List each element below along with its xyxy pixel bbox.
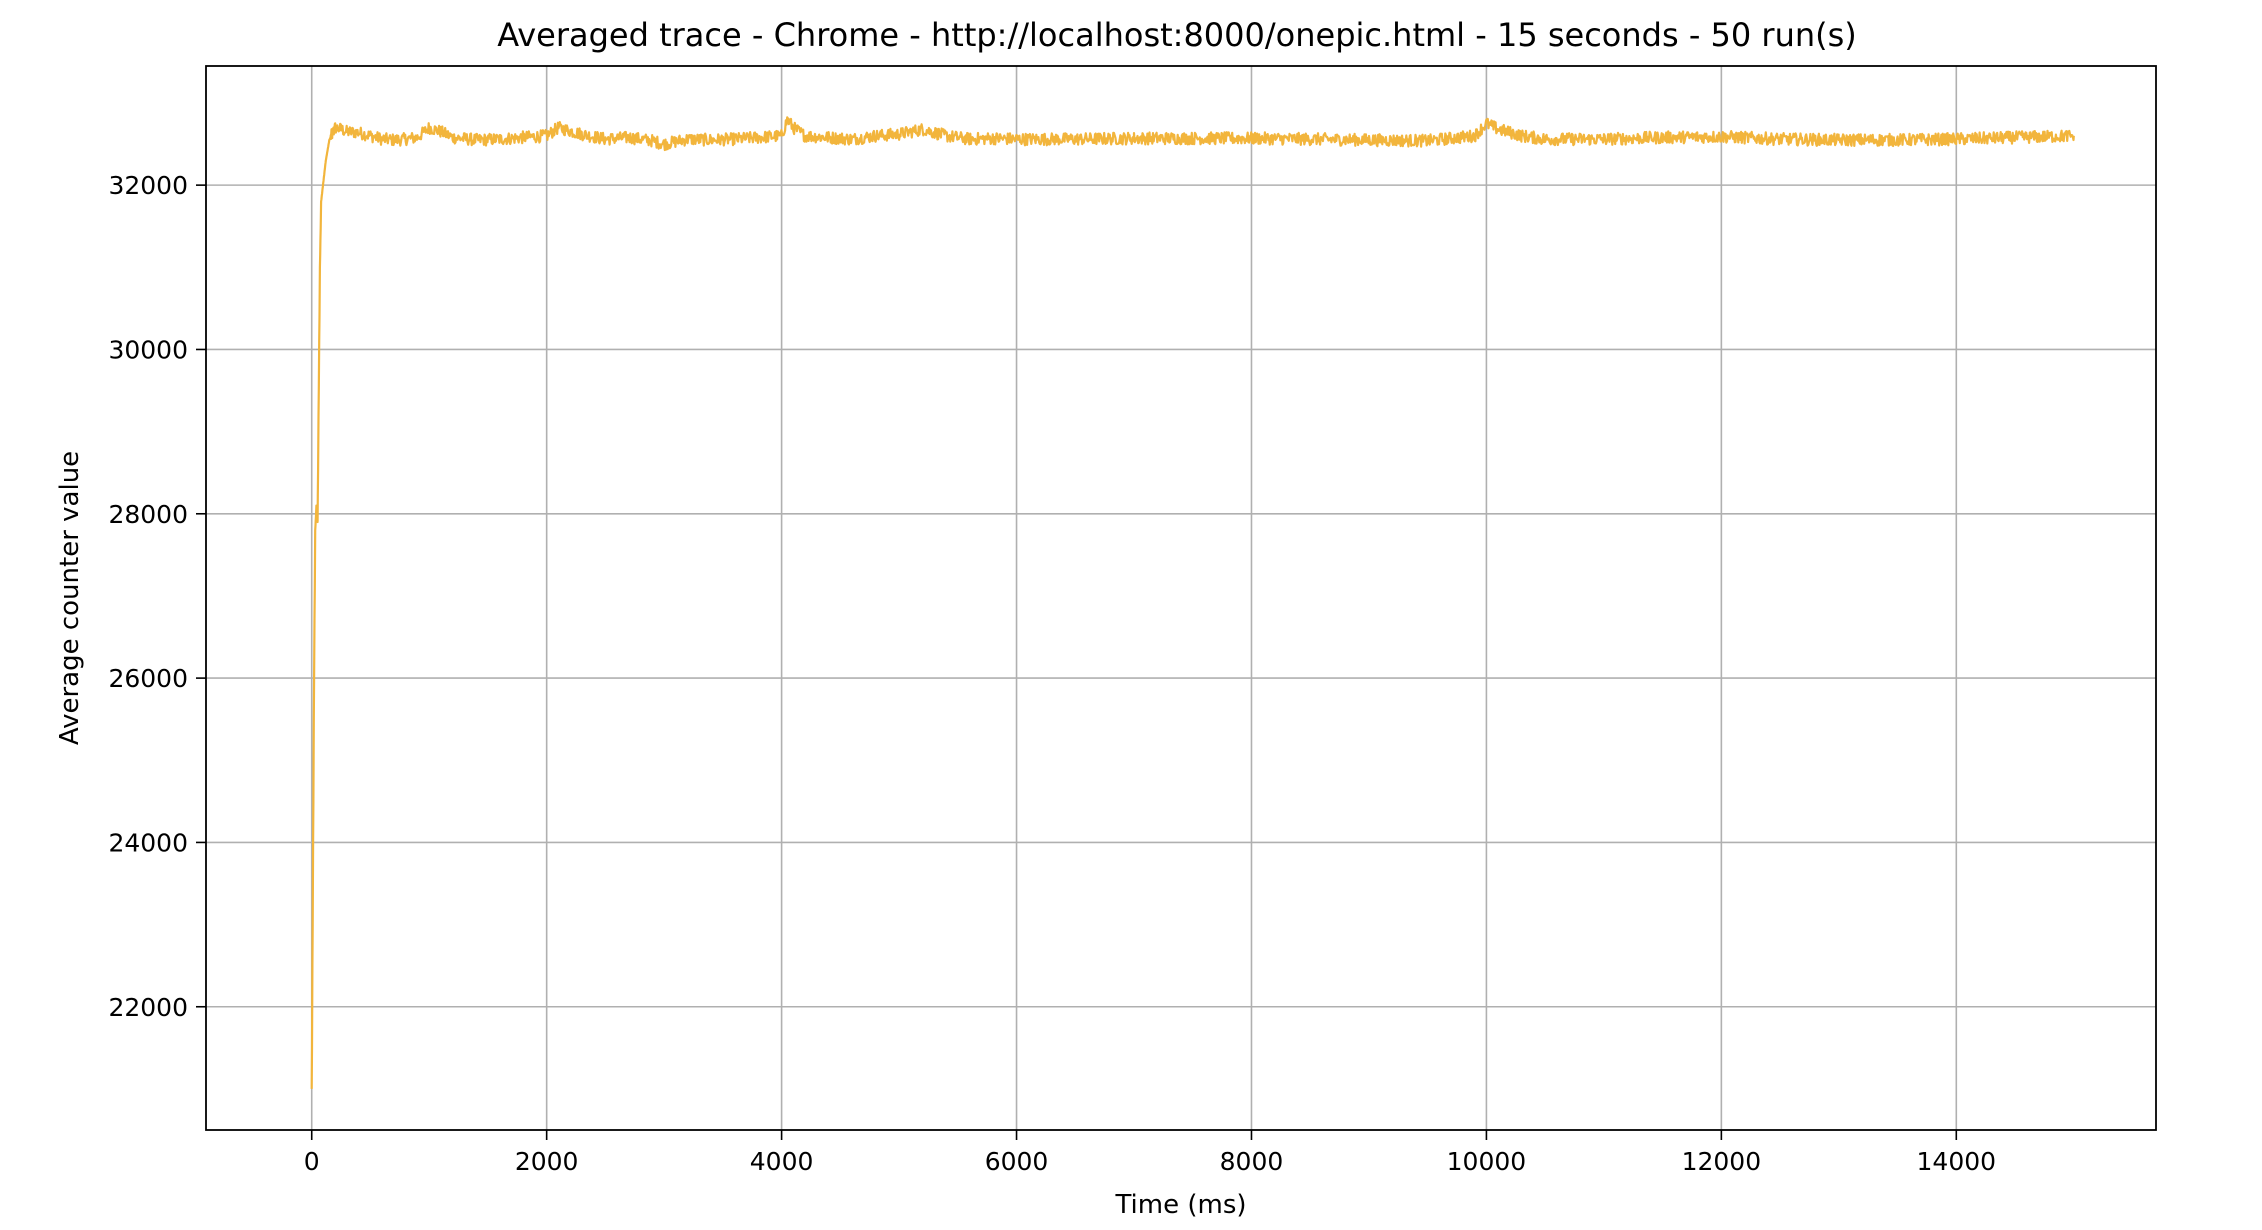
y-tick-label-5: 32000 [108,171,188,200]
x-tick-label-1: 2000 [515,1147,579,1176]
x-tick-label-4: 8000 [1220,1147,1284,1176]
x-tick-label-3: 6000 [985,1147,1049,1176]
x-axis-label: Time (ms) [1114,1190,1246,1220]
y-tick-label-3: 28000 [108,500,188,529]
series-layer [310,116,2075,1089]
x-tick-label-5: 10000 [1447,1147,1527,1176]
ticks: 0 2000 4000 6000 8000 10000 12000 14000 22000 240… [108,171,1996,1176]
y-axis-label: Average counter value [55,451,85,745]
plot-frame [205,65,2157,1131]
y-tick-label-0: 22000 [108,993,188,1022]
grid-lines [206,66,2156,1130]
x-tick-label-7: 14000 [1917,1147,1997,1176]
x-tick-label-6: 12000 [1682,1147,1762,1176]
chart-title: Averaged trace - Chrome - http://localho… [497,16,1857,54]
x-tick-label-2: 4000 [750,1147,814,1176]
y-tick-label-1: 24000 [108,828,188,857]
series-line-0 [310,116,2075,1089]
x-tick-label-0: 0 [304,1147,320,1176]
y-tick-label-4: 30000 [108,335,188,364]
y-tick-label-2: 26000 [108,664,188,693]
